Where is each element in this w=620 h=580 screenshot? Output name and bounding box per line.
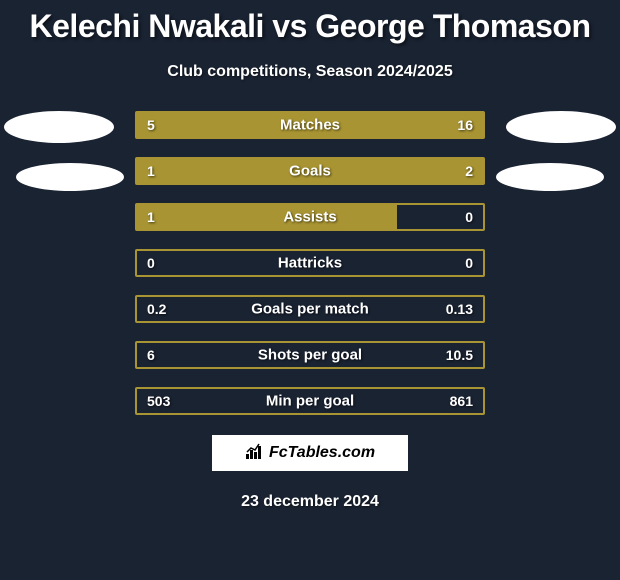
stat-bar-row: 1 Assists 0 xyxy=(135,203,485,231)
stat-value-left: 0.2 xyxy=(147,301,166,317)
stat-value-right: 0.13 xyxy=(446,301,473,317)
stat-bar-row: 5 Matches 16 xyxy=(135,111,485,139)
player-right-badge-2 xyxy=(496,163,604,191)
stat-label: Matches xyxy=(280,117,340,134)
stat-value-right: 2 xyxy=(465,163,473,179)
stat-bar-row: 503 Min per goal 861 xyxy=(135,387,485,415)
stat-bar-row: 6 Shots per goal 10.5 xyxy=(135,341,485,369)
stat-value-left: 5 xyxy=(147,117,155,133)
stat-label: Shots per goal xyxy=(258,347,362,364)
chart-icon xyxy=(245,442,265,465)
stat-value-right: 0 xyxy=(465,209,473,225)
stat-value-left: 1 xyxy=(147,163,155,179)
stat-value-left: 1 xyxy=(147,209,155,225)
bar-fill-right xyxy=(252,159,483,183)
chart-area: 5 Matches 16 1 Goals 2 1 Assists 0 0 Hattricks 0 0.2… xyxy=(0,111,620,415)
stat-value-left: 0 xyxy=(147,255,155,271)
stat-label: Hattricks xyxy=(278,255,342,272)
stat-value-right: 10.5 xyxy=(446,347,473,363)
stat-label: Goals per match xyxy=(251,301,369,318)
stat-value-left: 6 xyxy=(147,347,155,363)
bar-fill-left xyxy=(137,205,397,229)
stat-label: Min per goal xyxy=(266,393,354,410)
player-left-badge-1 xyxy=(4,111,114,143)
stat-value-right: 16 xyxy=(457,117,473,133)
bar-fill-right xyxy=(219,113,483,137)
stat-label: Assists xyxy=(283,209,336,226)
stat-label: Goals xyxy=(289,163,331,180)
date-text: 23 december 2024 xyxy=(0,493,620,511)
stat-value-right: 0 xyxy=(465,255,473,271)
player-left-badge-2 xyxy=(16,163,124,191)
stat-value-right: 861 xyxy=(450,393,473,409)
stat-bar-row: 1 Goals 2 xyxy=(135,157,485,185)
bars-container: 5 Matches 16 1 Goals 2 1 Assists 0 0 Hattricks 0 0.2… xyxy=(135,111,485,415)
logo-text: FcTables.com xyxy=(269,444,375,462)
logo-box: FcTables.com xyxy=(210,433,410,473)
stat-value-left: 503 xyxy=(147,393,170,409)
stat-bar-row: 0.2 Goals per match 0.13 xyxy=(135,295,485,323)
comparison-subtitle: Club competitions, Season 2024/2025 xyxy=(0,63,620,81)
stat-bar-row: 0 Hattricks 0 xyxy=(135,249,485,277)
comparison-title: Kelechi Nwakali vs George Thomason xyxy=(0,0,620,45)
player-right-badge-1 xyxy=(506,111,616,143)
